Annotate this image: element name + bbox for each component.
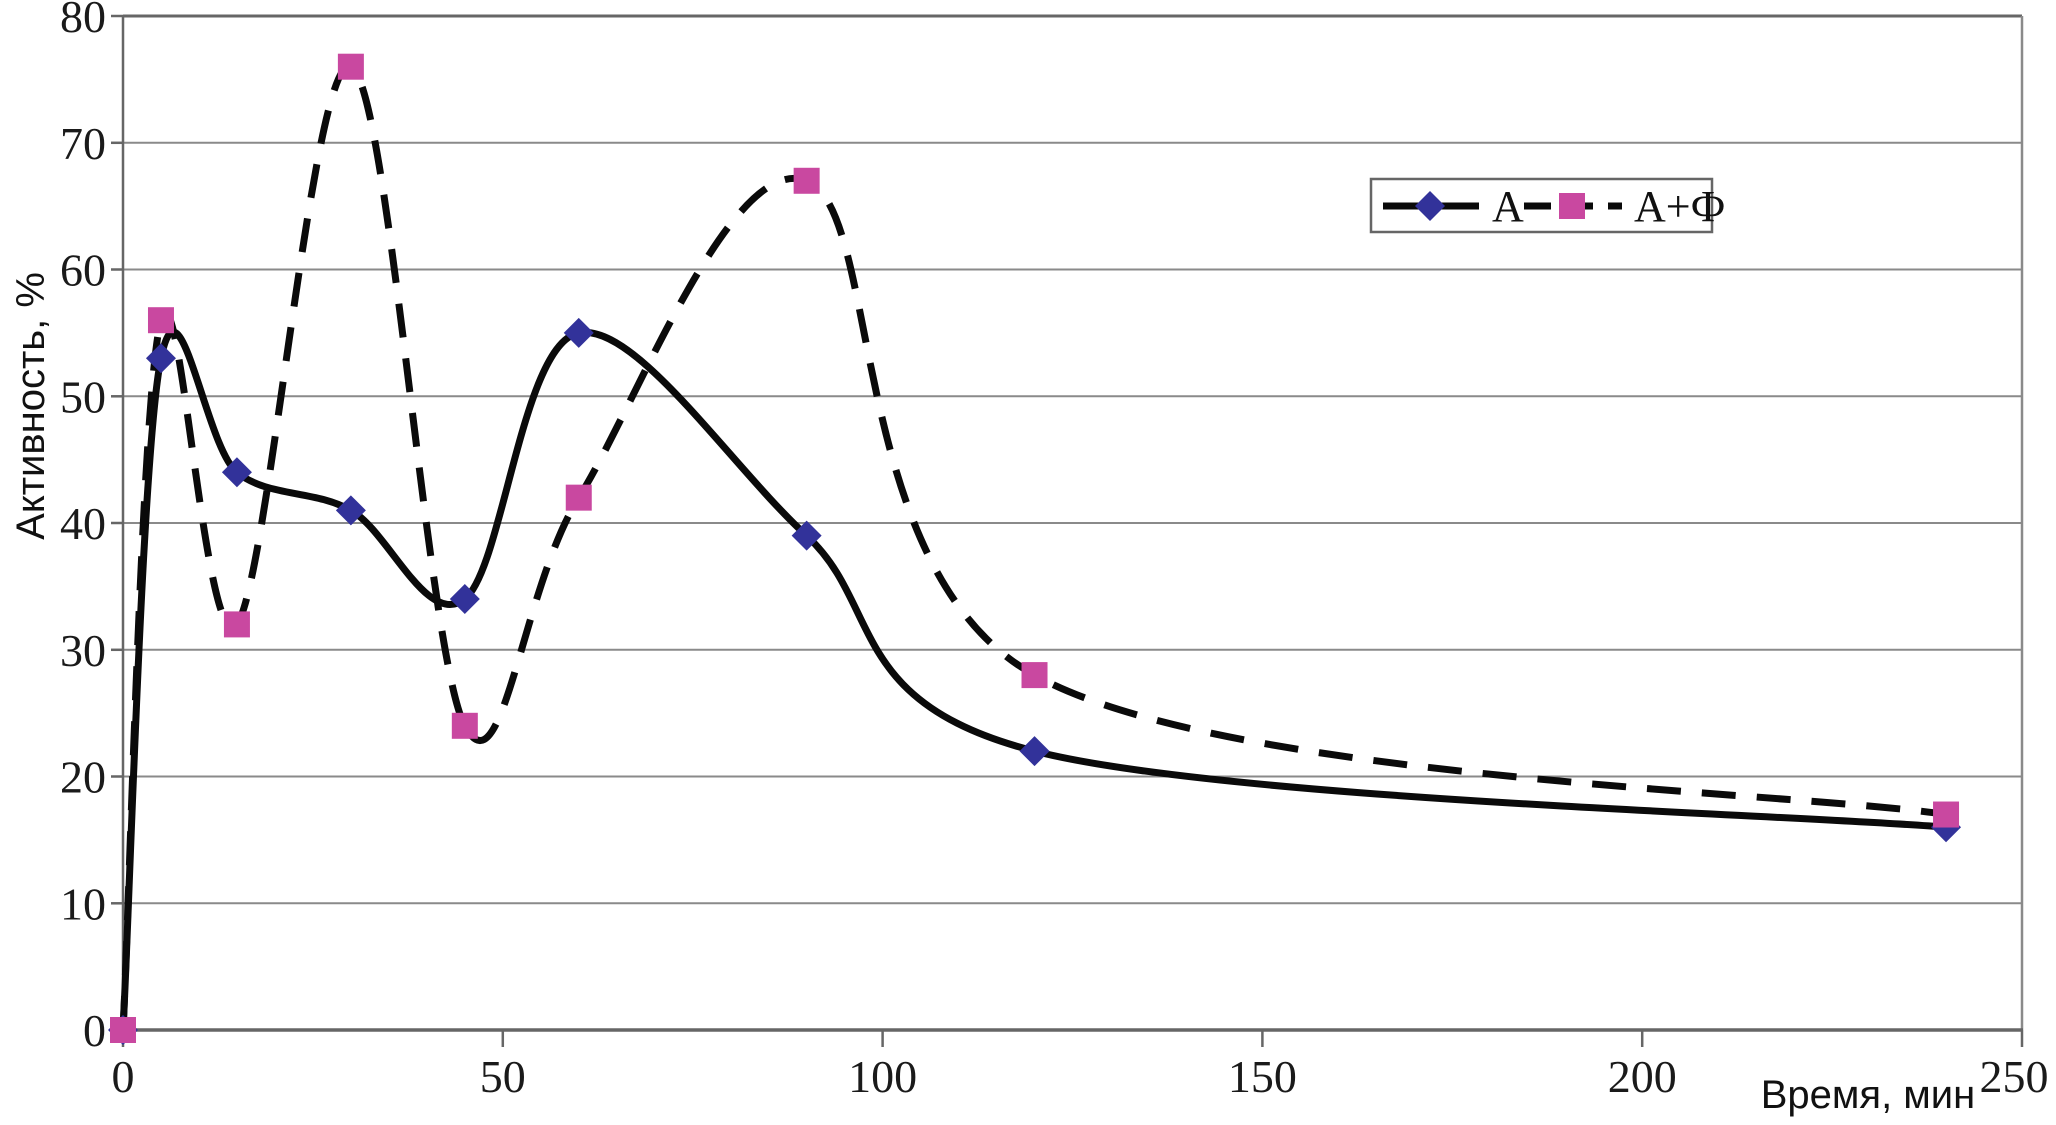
- y-tick-label: 40: [60, 498, 106, 549]
- x-tick-label: 100: [848, 1051, 917, 1102]
- y-axis-title: Активность, %: [9, 272, 53, 540]
- series-layer: [108, 53, 1962, 1045]
- series-af-marker: [223, 611, 250, 638]
- axis-layer: 0 10 20 30 40 50 60 70 80 0 50 100 150 200 250: [60, 0, 2049, 1102]
- series-curve-af: [119, 63, 1947, 1031]
- legend-marker-a: [1415, 191, 1445, 221]
- x-tick-label: 150: [1228, 1051, 1297, 1102]
- y-tick-label: 10: [60, 878, 106, 929]
- series-af-marker: [110, 1017, 136, 1043]
- legend-marker-af: [1559, 193, 1585, 219]
- series-a-marker: [1019, 736, 1050, 767]
- series-a-marker: [449, 584, 480, 615]
- x-tick-label: 200: [1608, 1051, 1677, 1102]
- legend: А А+Ф: [1369, 177, 1725, 234]
- y-tick-label: 20: [60, 752, 106, 803]
- series-af-marker: [1933, 801, 1960, 828]
- y-tick-label: 50: [60, 371, 106, 422]
- series-af-marker: [1021, 662, 1048, 689]
- series-af-marker: [147, 307, 174, 334]
- series-a-marker: [335, 495, 366, 526]
- series-af-marker: [565, 484, 592, 511]
- x-axis-title: Время, мин: [1761, 1073, 1976, 1117]
- legend-label-a: А: [1492, 182, 1524, 231]
- series-a-marker: [791, 520, 822, 551]
- y-tick-label: 70: [60, 118, 106, 169]
- series-af-marker: [793, 167, 820, 194]
- grid-layer: [123, 141, 2022, 905]
- x-tick-label: 50: [480, 1051, 526, 1102]
- series-af-marker: [451, 712, 478, 739]
- x-tick-label: 0: [112, 1051, 135, 1102]
- y-tick-label: 80: [60, 0, 106, 42]
- series-a-marker: [563, 317, 594, 348]
- y-tick-label: 30: [60, 625, 106, 676]
- y-tick-label: 60: [60, 245, 106, 296]
- y-tick-label: 0: [83, 1005, 106, 1056]
- legend-label-af: А+Ф: [1634, 182, 1725, 231]
- x-tick-label: 250: [1980, 1051, 2049, 1102]
- series-a-marker: [145, 343, 176, 374]
- series-af-marker: [337, 53, 364, 80]
- series-a-marker: [221, 457, 252, 488]
